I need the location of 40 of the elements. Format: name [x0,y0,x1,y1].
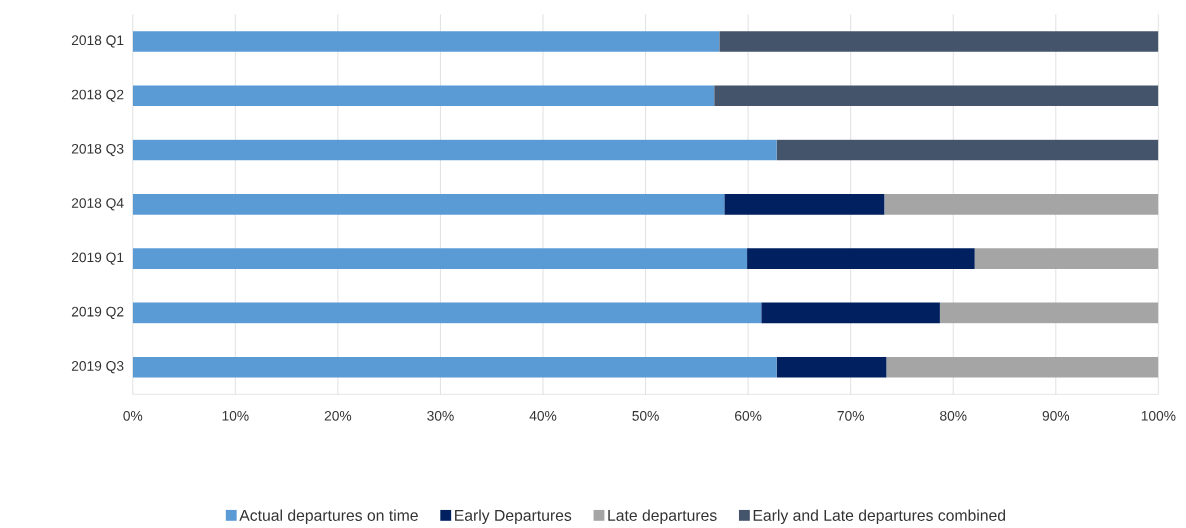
y-tick-label: 2018 Q4 [71,198,124,211]
legend-label: Actual departures on time [239,509,418,525]
bar [719,31,1159,52]
bar [761,302,940,324]
bar [776,356,887,378]
legend-label: Early and Late departures combined [753,509,1006,525]
bar [132,31,720,52]
bar [747,248,975,269]
x-tick-label: 30% [427,410,454,421]
x-tick-label: 50% [632,410,659,421]
x-tick-label: 60% [735,410,762,421]
y-tick-label: 2019 Q1 [71,252,124,265]
bar [724,193,885,215]
bar [132,85,715,107]
bar [132,356,777,378]
x-tick-label: 70% [837,410,864,421]
x-tick-label: 90% [1042,410,1070,421]
bar [939,302,1159,324]
bar [886,356,1159,378]
bar [884,193,1159,215]
bar [132,302,762,324]
bar [776,139,1159,161]
bar [132,139,777,161]
bar [132,193,725,215]
bar [714,85,1159,107]
legend-label: Late departures [608,509,717,525]
y-tick-label: 2019 Q2 [71,306,124,319]
x-tick-label: 0% [123,410,143,421]
y-tick-label: 2018 Q3 [71,143,124,157]
bar [974,248,1159,269]
y-tick-label: 2018 Q2 [71,89,124,102]
x-tick-label: 10% [222,410,249,421]
x-tick-label: 100% [1141,410,1176,421]
y-tick-label: 2018 Q1 [71,35,124,48]
x-tick-label: 40% [529,410,557,421]
legend-label: Early Departures [455,509,572,525]
x-tick-label: 20% [324,410,352,421]
x-tick-label: 80% [940,410,967,421]
bar [132,248,748,269]
y-tick-label: 2019 Q3 [71,361,124,374]
